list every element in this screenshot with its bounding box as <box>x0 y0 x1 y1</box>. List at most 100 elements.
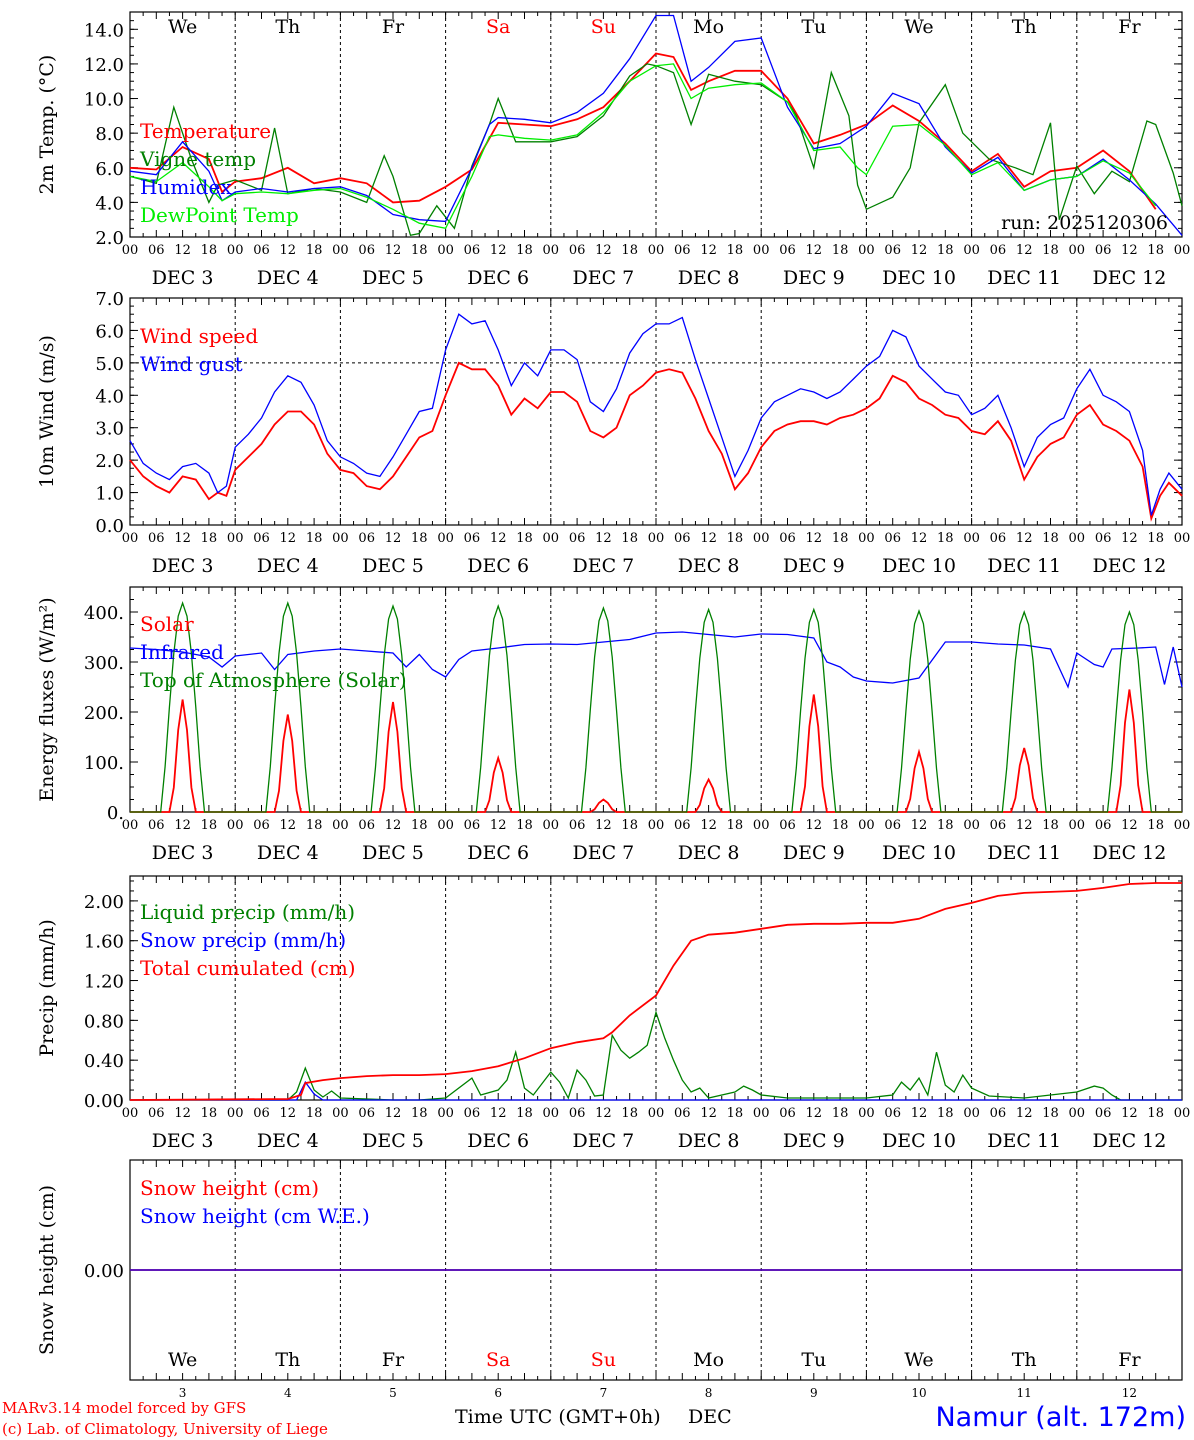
hour-tick-label: 12 <box>595 818 612 833</box>
y-tick-label: 0.80 <box>84 1011 124 1032</box>
hour-tick-label: 18 <box>306 243 323 258</box>
hour-tick-label: 00 <box>1174 818 1191 833</box>
hour-tick-label: 00 <box>1174 243 1191 258</box>
hour-tick-label: 06 <box>569 1106 586 1121</box>
hour-tick-label: 00 <box>227 243 244 258</box>
legend-label: Liquid precip (mm/h) <box>140 900 355 924</box>
hour-tick-label: 12 <box>280 1106 297 1121</box>
hour-tick-label: 06 <box>148 1106 165 1121</box>
panel-energy: 0. 100. 200. 300. 400. Energy fluxes (W/m²) So… <box>36 586 1191 864</box>
hour-tick-label: 06 <box>990 531 1007 546</box>
date-label: DEC 6 <box>467 555 529 577</box>
hour-tick-label: 00 <box>1069 531 1086 546</box>
hour-tick-label: 00 <box>858 818 875 833</box>
hour-tick-label: 06 <box>990 818 1007 833</box>
y-tick-label: 12.0 <box>84 55 124 76</box>
hour-tick-label: 12 <box>490 818 507 833</box>
date-label: DEC 11 <box>987 555 1061 577</box>
hour-tick-label: 00 <box>122 531 139 546</box>
date-label: DEC 9 <box>783 267 845 289</box>
y-tick-label: 0.00 <box>84 1261 124 1282</box>
date-label: DEC 8 <box>678 555 740 577</box>
hour-tick-label: 12 <box>280 243 297 258</box>
legend-label: Infrared <box>140 640 224 664</box>
hour-tick-label: 00 <box>122 1106 139 1121</box>
hour-tick-label: 12 <box>280 531 297 546</box>
hour-tick-label: 12 <box>700 1106 717 1121</box>
day-abbr-label: Fr <box>382 16 405 38</box>
day-abbr-label: We <box>904 1349 933 1371</box>
hour-tick-label: 18 <box>516 531 533 546</box>
date-label: DEC 10 <box>882 842 956 864</box>
y-tick-label: 0.00 <box>84 1091 124 1112</box>
hour-tick-label: 06 <box>1095 243 1112 258</box>
hour-tick-label: 00 <box>543 818 560 833</box>
hour-tick-label: 00 <box>227 818 244 833</box>
day-abbr-label: Fr <box>1118 1349 1141 1371</box>
date-label: DEC 12 <box>1092 1130 1166 1152</box>
series-line-temperature <box>129 52 1157 210</box>
day-abbr-label: Fr <box>1118 16 1141 38</box>
date-label: DEC 7 <box>573 1130 635 1152</box>
series-line-infrared <box>129 631 1183 689</box>
legend-label: Wind gust <box>140 352 243 376</box>
hour-tick-label: 18 <box>306 1106 323 1121</box>
hour-tick-label: 00 <box>648 818 665 833</box>
date-label: DEC 12 <box>1092 842 1166 864</box>
hour-tick-label: 00 <box>753 818 770 833</box>
day-abbr-label: Sa <box>486 1349 510 1371</box>
hour-tick-label: 00 <box>227 531 244 546</box>
hour-tick-label: 12 <box>911 531 928 546</box>
hour-tick-label: 18 <box>411 243 428 258</box>
hour-tick-label: 06 <box>779 1106 796 1121</box>
hour-tick-label: 06 <box>674 531 691 546</box>
hour-tick-label: 12 <box>1016 818 1033 833</box>
hour-tick-label: 18 <box>1042 1106 1059 1121</box>
model-credit: MARv3.14 model forced by GFS <box>2 1399 247 1417</box>
hour-tick-label: 12 <box>700 243 717 258</box>
date-label: DEC 10 <box>882 267 956 289</box>
day-abbr-label: Th <box>275 1349 300 1371</box>
date-label: DEC 4 <box>257 555 319 577</box>
hour-tick-label: 00 <box>963 818 980 833</box>
day-number-label: 8 <box>705 1386 713 1400</box>
hour-tick-label: 06 <box>569 243 586 258</box>
legend-label: Solar <box>140 612 194 636</box>
date-label: DEC 3 <box>152 1130 214 1152</box>
y-tick-label: 1.20 <box>84 972 124 993</box>
y-tick-label: 10.0 <box>84 90 124 111</box>
legend-label: Humidex <box>140 175 232 199</box>
hour-tick-label: 06 <box>253 243 270 258</box>
hour-tick-label: 18 <box>306 531 323 546</box>
date-label: DEC 10 <box>882 555 956 577</box>
legend-label: Vigne temp <box>139 147 256 171</box>
hour-tick-label: 12 <box>911 243 928 258</box>
date-label: DEC 6 <box>467 267 529 289</box>
day-number-label: 5 <box>389 1386 397 1400</box>
hour-tick-label: 18 <box>411 1106 428 1121</box>
hour-tick-label: 00 <box>753 531 770 546</box>
hour-tick-label: 18 <box>516 1106 533 1121</box>
hour-tick-label: 06 <box>779 243 796 258</box>
hour-tick-label: 00 <box>543 1106 560 1121</box>
y-axis-label: Snow height (cm) <box>36 1185 58 1355</box>
hour-tick-label: 06 <box>884 531 901 546</box>
hour-tick-label: 06 <box>569 531 586 546</box>
hour-tick-label: 06 <box>358 243 375 258</box>
hour-tick-label: 06 <box>884 818 901 833</box>
date-label: DEC 7 <box>573 555 635 577</box>
hour-tick-label: 18 <box>937 243 954 258</box>
y-tick-label: 4.0 <box>95 193 124 214</box>
hour-tick-label: 06 <box>990 243 1007 258</box>
date-label: DEC 7 <box>573 267 635 289</box>
date-label: DEC 5 <box>362 555 424 577</box>
hour-tick-label: 18 <box>1042 243 1059 258</box>
y-tick-label: 0.0 <box>95 516 124 537</box>
date-label: DEC 4 <box>257 1130 319 1152</box>
y-axis-label: 2m Temp. (°C) <box>36 55 58 195</box>
y-tick-label: 0.40 <box>84 1051 124 1072</box>
date-label: DEC 11 <box>987 1130 1061 1152</box>
y-axis-label: 10m Wind (m/s) <box>36 335 58 488</box>
hour-tick-label: 18 <box>621 818 638 833</box>
hour-tick-label: 18 <box>727 243 744 258</box>
